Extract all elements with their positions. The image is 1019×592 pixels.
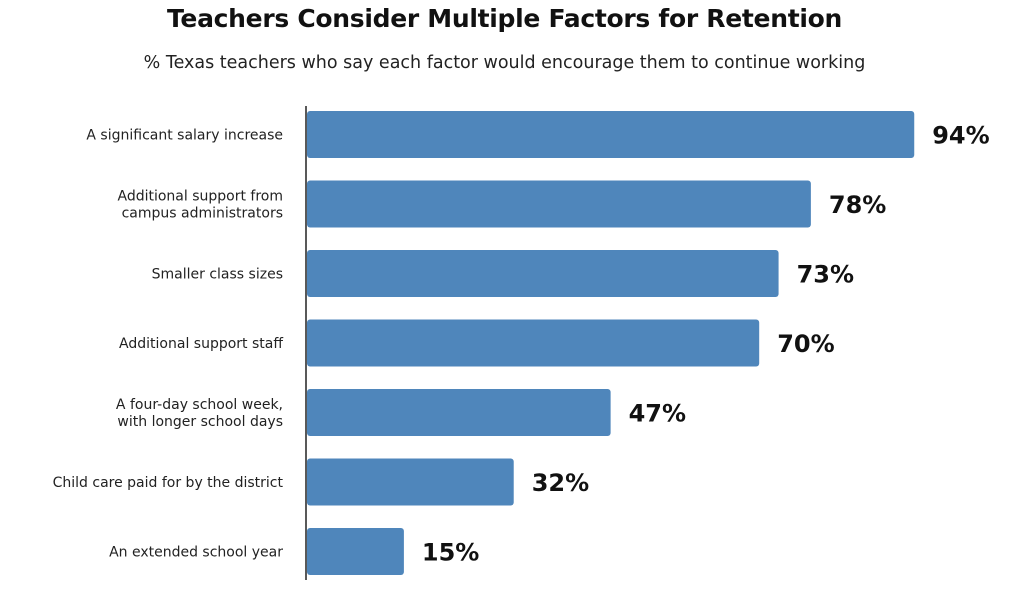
chart-title: Teachers Consider Multiple Factors for R… [166,4,843,33]
chart-subtitle: % Texas teachers who say each factor wou… [143,53,866,73]
category-label-line: Child care paid for by the district [53,475,284,491]
category-labels: A significant salary increase Additional … [53,128,284,561]
value-labels: 94% 78% 73% 70% 47% 32% 15% [422,122,990,567]
bar-0 [307,111,915,158]
bar-5 [307,458,514,506]
category-label-3: Additional support staff [119,336,283,352]
bar-1 [307,180,811,228]
category-label-line: with longer school days [117,414,283,430]
category-label-5: Child care paid for by the district [53,475,284,491]
value-label-0: 94% [932,122,989,150]
category-label-line: A four-day school week, [116,397,283,413]
value-label-2: 73% [797,261,854,289]
category-label-line: Additional support staff [119,336,283,352]
category-label-1: Additional support from campus administra… [117,189,283,222]
category-label-line: An extended school year [109,545,283,561]
category-label-0: A significant salary increase [86,128,283,144]
category-label-6: An extended school year [109,545,283,561]
bar-6 [307,528,404,575]
category-label-line: A significant salary increase [86,128,283,144]
category-label-4: A four-day school week, with longer schoo… [116,397,283,430]
value-label-1: 78% [829,191,886,219]
bar-3 [307,319,760,367]
value-label-3: 70% [777,330,834,358]
value-label-5: 32% [532,469,589,497]
category-label-2: Smaller class sizes [152,267,283,283]
bar-2 [307,250,779,297]
bar-4 [307,389,611,436]
category-label-line: campus administrators [122,206,283,222]
category-label-line: Smaller class sizes [152,267,283,283]
category-label-line: Additional support from [117,189,283,205]
value-label-6: 15% [422,539,479,567]
value-label-4: 47% [629,400,686,428]
bars-group [307,111,915,575]
